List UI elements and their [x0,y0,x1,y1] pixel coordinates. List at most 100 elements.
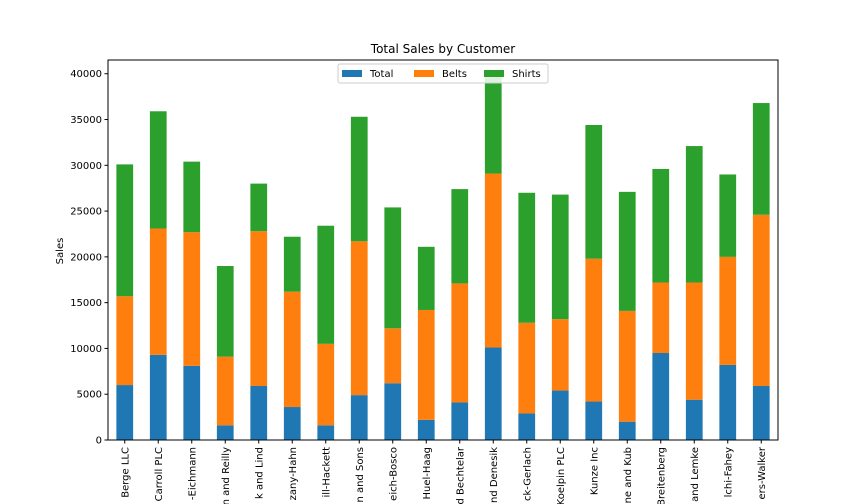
x-tick-label-9: Huel-Haag [422,447,433,500]
bar-belts-7 [350,241,368,396]
bar-shirts-19 [752,103,770,215]
bar-total-18 [719,364,737,440]
bar-belts-0 [116,296,134,386]
bar-shirts-9 [417,246,435,310]
bar-belts-6 [317,343,335,426]
bar-total-11 [484,347,502,440]
bar-shirts-6 [317,225,335,344]
bar-total-5 [283,407,301,440]
bar-shirts-16 [652,168,670,283]
y-tick-label-1: 5000 [77,390,102,401]
x-tick-label-15: ne and Kub [623,447,634,503]
legend-label-total: Total [369,69,393,80]
bar-shirts-4 [250,183,268,232]
x-tick-label-10: d Bechtelar [455,446,466,504]
bar-belts-1 [149,228,167,355]
bar-total-8 [384,383,402,440]
bar-shirts-0 [116,164,134,297]
bar-total-4 [250,385,268,440]
x-axis: Berge LLC Carroll PLC -Eichmann n and Reill… [120,440,768,504]
chart-title: Total Sales by Customer [370,42,515,56]
bar-shirts-15 [618,191,636,311]
bar-belts-17 [685,282,703,400]
legend-label-shirts: Shirts [512,69,541,80]
x-tick-label-11: nd Denesik [489,447,500,503]
bar-shirts-2 [183,161,201,233]
x-tick-label-7: n and Sons [355,447,366,503]
x-tick-label-6: ill-Hackett [321,447,332,498]
bar-belts-4 [250,231,268,386]
bar-shirts-18 [719,174,737,257]
y-axis-label: Sales [55,238,66,265]
bar-total-12 [518,413,536,440]
bar-shirts-7 [350,116,368,242]
bar-belts-10 [451,283,469,403]
bar-belts-3 [216,356,234,426]
bar-total-0 [116,385,134,440]
bar-total-3 [216,425,234,440]
bar-total-2 [183,365,201,440]
bar-shirts-5 [283,236,301,292]
y-tick-label-6: 30000 [70,161,102,172]
x-tick-label-17: and Lemke [690,447,701,502]
x-tick-label-3: n and Reilly [221,447,232,504]
bar-shirts-11 [484,73,502,174]
bar-shirts-8 [384,207,402,329]
x-tick-label-14: Kunze Inc [589,447,600,495]
y-tick-label-4: 20000 [70,252,102,263]
y-tick-label-2: 10000 [70,344,102,355]
bar-total-6 [317,425,335,440]
bar-belts-15 [618,310,636,422]
bar-total-15 [618,421,636,440]
bar-shirts-3 [216,266,234,357]
bar-belts-18 [719,256,737,365]
bar-belts-5 [283,291,301,408]
bar-belts-13 [551,319,569,391]
x-tick-label-12: ck-Gerlach [522,447,533,501]
bar-belts-16 [652,282,670,354]
bar-belts-12 [518,322,536,414]
bar-shirts-12 [518,192,536,323]
y-tick-label-7: 35000 [70,115,102,126]
x-tick-label-2: -Eichmann [187,447,198,500]
bar-total-14 [585,401,603,440]
x-tick-label-19: ers-Walker [757,446,768,499]
y-tick-label-5: 25000 [70,207,102,218]
y-tick-label-0: 0 [96,436,102,447]
bar-shirts-13 [551,194,569,320]
bar-shirts-1 [149,111,167,229]
bar-total-19 [752,385,770,440]
legend-swatch-shirts [484,70,504,77]
bar-belts-9 [417,309,435,420]
legend-box [337,63,549,84]
bar-total-17 [685,399,703,440]
x-tick-label-4: k and Lind [254,447,265,499]
x-tick-label-13: Koelpin PLC [556,447,567,504]
x-tick-label-1: Carroll PLC [154,447,165,501]
bar-belts-2 [183,232,201,366]
legend: Total Belts Shirts [337,63,549,84]
bar-shirts-14 [585,125,603,259]
x-tick-label-16: Breitenberg [656,447,667,504]
bar-total-13 [551,390,569,440]
y-axis: 0 5000 10000 15000 20000 25000 30000 35000 40000 [70,69,108,447]
x-tick-label-18: lchi-Fahey [723,447,734,497]
bar-total-10 [451,402,469,440]
x-tick-label-8: eich-Bosco [388,447,399,501]
legend-swatch-belts [414,70,434,77]
bar-total-1 [149,354,167,440]
y-tick-label-3: 15000 [70,298,102,309]
bar-belts-19 [752,214,770,386]
bar-belts-14 [585,258,603,402]
legend-label-belts: Belts [442,69,467,80]
bar-total-16 [652,353,670,440]
bar-shirts-10 [451,189,469,284]
x-tick-label-5: zany-Hahn [288,447,299,500]
bars-group [116,73,770,440]
bar-belts-8 [384,328,402,384]
bar-belts-11 [484,173,502,348]
y-tick-label-8: 40000 [70,69,102,80]
bar-shirts-17 [685,146,703,283]
plot-frame [107,59,779,441]
